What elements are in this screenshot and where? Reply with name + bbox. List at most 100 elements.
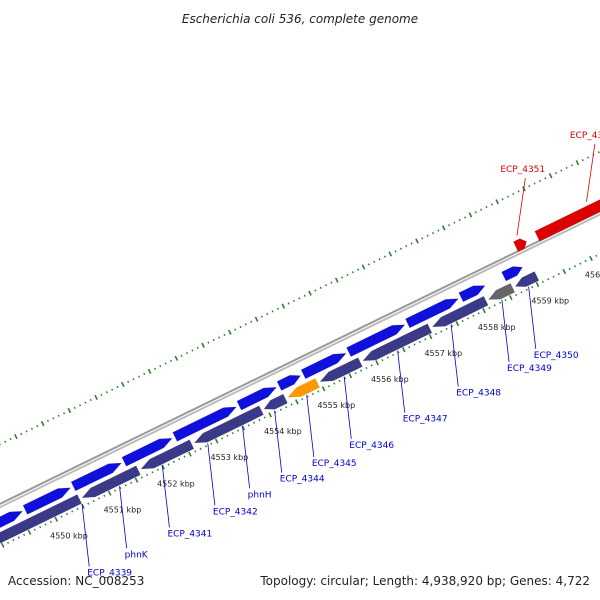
outer-tick [20, 432, 23, 436]
forward-gene-arrow [501, 266, 523, 282]
forward-gene-arrow [276, 375, 302, 391]
inner-tick [311, 392, 314, 396]
outer-tick [431, 232, 435, 235]
outer-tick [325, 284, 328, 287]
forward-gene-arrow [458, 285, 486, 303]
outer-tick [207, 341, 210, 344]
inner-tick [445, 327, 448, 330]
inner-tick [525, 288, 528, 291]
outer-tick [159, 365, 162, 368]
gene-label-leader [119, 486, 128, 549]
outer-tick [234, 328, 237, 331]
outer-tick [495, 199, 500, 205]
outer-tick [441, 225, 446, 231]
outer-tick [351, 271, 354, 274]
inner-tick [279, 408, 282, 411]
gene-label-leader [397, 350, 406, 413]
inner-tick [493, 304, 496, 307]
inner-tick [178, 458, 181, 461]
gene-label: ECP_4347 [403, 415, 448, 425]
outer-tick [575, 160, 580, 166]
inner-tick [17, 536, 20, 539]
forward-strand-genes [0, 266, 523, 529]
outer-tick [153, 367, 156, 370]
inner-tick [547, 278, 550, 281]
outer-tick [383, 255, 386, 258]
inner-tick [552, 275, 555, 278]
inner-tick [156, 468, 159, 471]
outer-tick [533, 182, 536, 185]
tick-label: 4560 kbp [585, 271, 600, 280]
outer-tick [57, 414, 60, 417]
inner-tick [557, 272, 560, 276]
outer-tick [4, 440, 7, 443]
outer-tick [287, 302, 290, 305]
inner-tick [333, 382, 336, 385]
rna-gene-label: ECP_4352 [570, 131, 600, 141]
rna-gene-label: ECP_4351 [500, 165, 545, 175]
outer-tick [560, 169, 563, 172]
outer-tick [334, 277, 339, 283]
outer-tick [538, 179, 542, 183]
forward-gene-arrow [300, 353, 347, 380]
reverse-gene-arrow [81, 465, 141, 498]
rna-genes [513, 199, 600, 253]
outer-tick [127, 380, 130, 383]
genome-title: Escherichia coli 536, complete genome [182, 12, 418, 26]
inner-tick [71, 510, 74, 513]
inner-tick [381, 359, 384, 362]
gene-label-leader [343, 376, 352, 439]
tick-label: 4550 kbp [50, 531, 88, 540]
outer-tick [244, 323, 247, 326]
inner-tick [562, 268, 567, 275]
inner-tick [23, 533, 26, 537]
outer-tick [298, 297, 301, 300]
backbone-line [0, 213, 600, 509]
rna-label-leader [516, 178, 526, 236]
inner-tick [124, 484, 127, 487]
inner-tick [167, 463, 170, 466]
rna-label-leader [586, 144, 596, 202]
inner-tick [295, 399, 299, 405]
outer-tick [458, 218, 461, 222]
outer-tick [164, 362, 167, 365]
outer-tick [512, 192, 515, 196]
outer-tick [116, 385, 119, 389]
outer-tick [319, 286, 322, 290]
outer-tick [218, 336, 221, 339]
outer-tick [239, 325, 242, 329]
inner-tick [231, 432, 234, 435]
inner-tick [466, 317, 470, 320]
inner-tick [39, 525, 42, 529]
outer-tick [437, 229, 440, 232]
outer-tick [506, 195, 509, 198]
outer-tick [137, 375, 140, 378]
outer-tick [111, 388, 114, 391]
outer-tick [314, 289, 317, 292]
inner-tick [274, 411, 277, 414]
outer-tick [121, 381, 125, 387]
tick-label: 4552 kbp [157, 479, 195, 488]
inner-tick [386, 356, 389, 359]
reverse-gene-arrow [362, 323, 433, 362]
outer-tick [528, 185, 531, 188]
inner-tick [568, 267, 571, 270]
inner-tick [290, 403, 293, 406]
inner-tick [579, 262, 582, 265]
gene-label-leader [242, 426, 251, 489]
outer-tick [169, 359, 173, 363]
inner-tick [461, 319, 464, 323]
inner-tick [434, 332, 437, 336]
outer-tick [79, 404, 82, 407]
inner-tick [285, 405, 288, 409]
outer-tick [147, 368, 152, 374]
inner-tick [253, 421, 256, 424]
inner-tick [338, 379, 341, 383]
gene-label: phnH [248, 490, 272, 500]
inner-tick [370, 364, 373, 367]
outer-tick [180, 354, 183, 357]
inner-tick [348, 373, 353, 379]
inner-tick [210, 442, 213, 445]
inner-tick [204, 445, 207, 448]
tick-label: 4559 kbp [531, 297, 569, 306]
